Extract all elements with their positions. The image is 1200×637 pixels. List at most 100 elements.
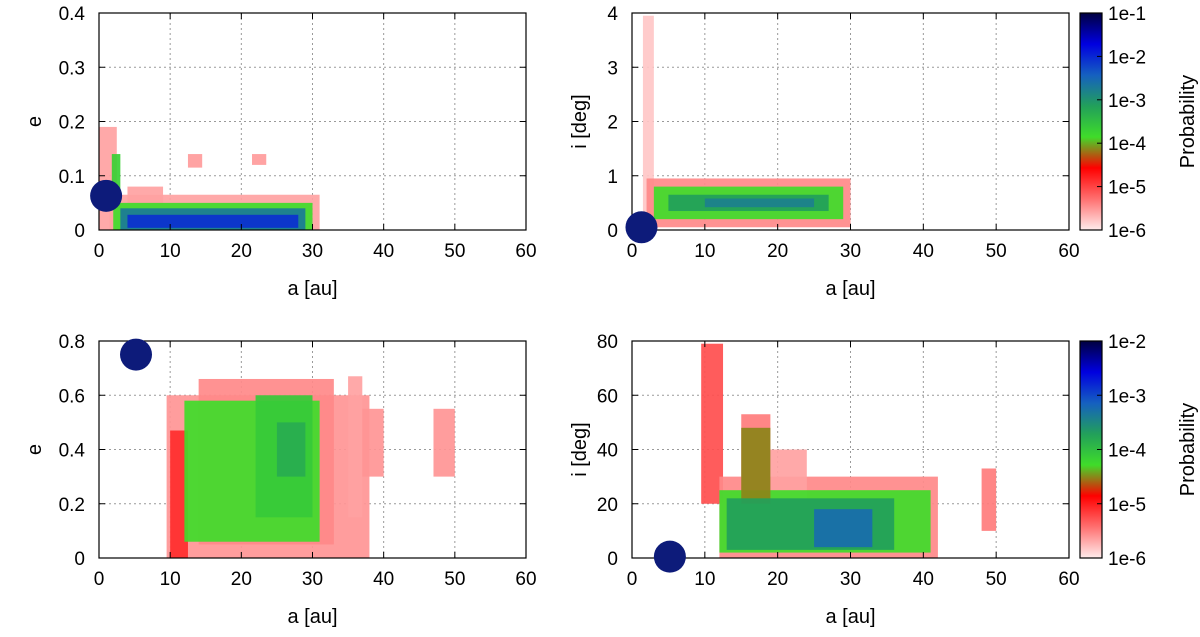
colorbar-tick-label: 1e-6 <box>1108 221 1146 242</box>
x-axis-label: a [au] <box>287 606 337 628</box>
x-tick-label: 20 <box>767 569 788 590</box>
colorbar-tick-label: 1e-3 <box>1108 386 1146 407</box>
heatmap-cell <box>127 214 299 228</box>
x-tick-label: 50 <box>986 241 1007 262</box>
colorbar-tick-label: 1e-5 <box>1108 495 1146 516</box>
y-tick-label: 0.3 <box>59 58 85 79</box>
y-tick-label: 20 <box>597 495 618 516</box>
x-tick-label: 60 <box>515 241 536 262</box>
x-axis-label: a [au] <box>825 278 875 300</box>
x-tick-label: 50 <box>444 569 465 590</box>
heatmap-cell <box>981 468 997 531</box>
heatmap-cells <box>166 376 455 558</box>
y-axis-label: i [deg] <box>569 94 591 148</box>
y-tick-label: 0 <box>74 221 85 242</box>
x-tick-label: 0 <box>627 241 638 262</box>
colorbar-tick-label: 1e-4 <box>1108 441 1146 462</box>
colorbar-tick-label: 1e-2 <box>1108 47 1146 68</box>
heatmap-cell <box>187 154 203 168</box>
heatmap-cell <box>111 154 121 198</box>
y-tick-label: 0 <box>607 221 618 242</box>
heatmap-cell <box>170 430 188 558</box>
planet-marker <box>653 540 686 573</box>
colorbar-label: Probability <box>1177 403 1199 496</box>
y-tick-label: 3 <box>607 58 618 79</box>
y-tick-label: 0.2 <box>59 113 85 134</box>
y-tick-label: 0.1 <box>59 167 85 188</box>
y-tick-label: 0.8 <box>59 332 85 353</box>
x-tick-label: 40 <box>913 241 934 262</box>
y-tick-label: 2 <box>607 113 618 134</box>
x-tick-label: 60 <box>515 569 536 590</box>
x-tick-label: 60 <box>1058 569 1079 590</box>
heatmap-cell <box>814 509 873 548</box>
y-tick-label: 40 <box>597 441 618 462</box>
x-tick-label: 50 <box>444 241 465 262</box>
heatmap-cells <box>701 343 997 558</box>
x-tick-label: 20 <box>767 241 788 262</box>
x-tick-label: 20 <box>231 241 252 262</box>
x-tick-label: 50 <box>986 569 1007 590</box>
x-tick-label: 0 <box>627 569 638 590</box>
heatmap-cells <box>642 15 851 230</box>
colorbar-2: 1e-2 1e-3 1e-4 1e-5 1e-6 Probability <box>1079 332 1199 570</box>
heatmap-cell <box>252 154 267 165</box>
heatmap-cell <box>741 427 771 504</box>
panel-3: 0 10 20 30 40 50 60 0 0.2 0.4 0.6 0.8 a [au] e <box>24 332 537 628</box>
heatmap-cell <box>704 198 815 208</box>
colorbar-tick-label: 1e-6 <box>1108 549 1146 570</box>
y-axis-label: e <box>24 444 46 455</box>
colorbar-tick-label: 1e-5 <box>1108 178 1146 199</box>
x-tick-label: 10 <box>160 569 181 590</box>
heatmap-cell <box>348 376 363 518</box>
colorbar-frame <box>1079 12 1103 231</box>
planet-marker <box>120 338 153 371</box>
x-axis-label: a [au] <box>825 606 875 628</box>
panel-1: 0 10 20 30 40 50 60 0 0.1 0.2 0.3 0.4 a [au] e <box>24 4 537 300</box>
x-tick-label: 60 <box>1058 241 1079 262</box>
y-tick-label: 0.4 <box>59 441 86 462</box>
y-tick-label: 0.4 <box>59 4 86 25</box>
x-tick-label: 30 <box>840 241 861 262</box>
x-tick-label: 30 <box>302 569 323 590</box>
heatmap-cell <box>642 15 654 230</box>
heatmap-cell <box>701 343 724 504</box>
x-tick-label: 30 <box>302 241 323 262</box>
y-tick-label: 0 <box>607 549 618 570</box>
x-tick-label: 40 <box>913 569 934 590</box>
y-tick-label: 0.6 <box>59 386 85 407</box>
colorbar-tick-label: 1e-3 <box>1108 91 1146 112</box>
y-tick-label: 0 <box>74 549 85 570</box>
x-tick-label: 30 <box>840 569 861 590</box>
colorbar-gradient <box>1080 13 1102 230</box>
y-axis-label: i [deg] <box>569 422 591 476</box>
colorbar-tick-label: 1e-1 <box>1108 4 1146 25</box>
y-tick-label: 80 <box>597 332 618 353</box>
x-axis-label: a [au] <box>287 278 337 300</box>
x-tick-label: 10 <box>160 241 181 262</box>
x-tick-label: 0 <box>94 569 105 590</box>
panel-2: 0 10 20 30 40 50 60 0 1 2 3 4 a [au] i [deg] <box>569 4 1080 300</box>
planet-marker <box>90 179 123 212</box>
panel-4: 0 10 20 30 40 50 60 0 20 40 60 80 a [au] i [deg] <box>569 332 1080 628</box>
y-tick-label: 0.2 <box>59 495 85 516</box>
x-tick-label: 40 <box>373 241 394 262</box>
x-tick-label: 0 <box>94 241 105 262</box>
x-tick-label: 40 <box>373 569 394 590</box>
colorbar-tick-label: 1e-4 <box>1108 134 1146 155</box>
y-tick-label: 1 <box>607 167 618 188</box>
x-tick-label: 20 <box>231 569 252 590</box>
planet-marker <box>625 211 658 244</box>
x-tick-label: 10 <box>694 569 715 590</box>
heatmap-cell <box>433 408 455 477</box>
y-tick-label: 60 <box>597 386 618 407</box>
y-tick-label: 4 <box>607 4 618 25</box>
heatmap-cell <box>362 408 384 477</box>
heatmap-cell <box>276 422 306 477</box>
y-axis-label: e <box>24 116 46 127</box>
colorbar-1: 1e-1 1e-2 1e-3 1e-4 1e-5 1e-6 Probability <box>1079 4 1199 242</box>
colorbar-label: Probability <box>1177 75 1199 168</box>
x-tick-label: 10 <box>694 241 715 262</box>
colorbar-tick-label: 1e-2 <box>1108 332 1146 353</box>
